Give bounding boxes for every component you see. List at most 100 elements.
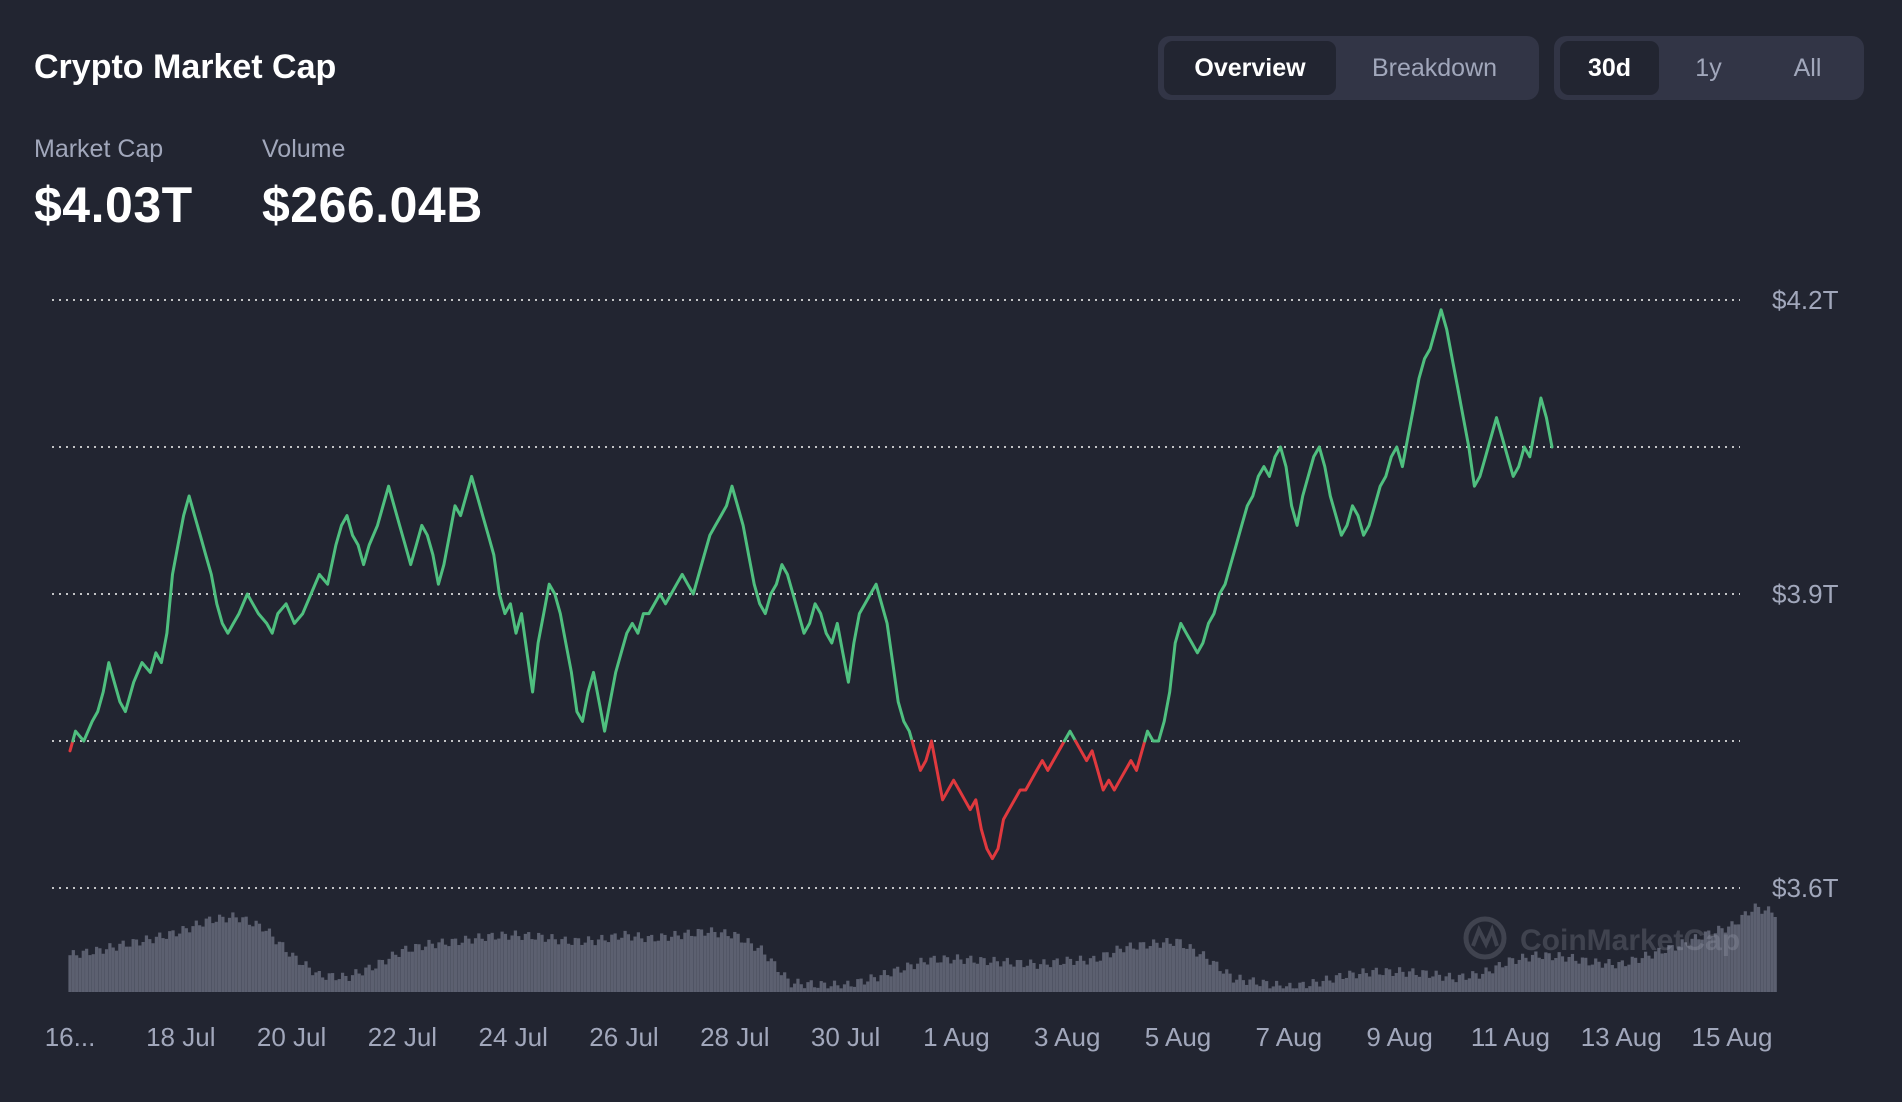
- volume-bar-44: [214, 921, 218, 992]
- volume-bar-420: [1464, 979, 1468, 992]
- volume-bar-129: [497, 938, 501, 992]
- volume-bar-401: [1401, 971, 1405, 992]
- volume-bar-194: [713, 932, 717, 992]
- volume-bar-276: [985, 965, 990, 992]
- volume-bar-406: [1417, 976, 1422, 992]
- volume-bar-33: [178, 933, 182, 992]
- volume-bar-138: [527, 932, 531, 992]
- volume-bar-302: [1072, 964, 1076, 992]
- volume-bars: [68, 903, 1777, 992]
- volume-bar-271: [969, 955, 973, 992]
- volume-bar-443: [1540, 959, 1545, 992]
- volume-bar-0: [68, 955, 72, 992]
- volume-bar-207: [756, 947, 760, 992]
- volume-bar-226: [819, 981, 823, 992]
- volume-bar-176: [653, 941, 657, 992]
- volume-bar-38: [194, 920, 198, 992]
- volume-bar-421: [1467, 978, 1472, 992]
- volume-bar-363: [1275, 980, 1279, 992]
- volume-bar-468: [1624, 966, 1628, 992]
- volume-bar-185: [683, 932, 687, 992]
- volume-bar-161: [603, 940, 607, 992]
- volume-bar-153: [576, 938, 581, 992]
- volume-bar-274: [979, 957, 983, 992]
- x-tick-label-0: 16...: [45, 1022, 96, 1052]
- volume-bar-72: [307, 967, 311, 992]
- volume-bar-494: [1710, 936, 1714, 992]
- view-toggle: Overview Breakdown: [1158, 36, 1539, 100]
- y-tick-label-1: $3.9T: [1772, 579, 1839, 609]
- volume-bar-487: [1687, 945, 1691, 992]
- volume-bar-382: [1338, 972, 1342, 992]
- range-all-button[interactable]: All: [1793, 53, 1822, 82]
- volume-bar-240: [866, 981, 870, 992]
- volume-bar-128: [493, 939, 498, 992]
- volume-bar-247: [889, 976, 893, 992]
- volume-bar-288: [1025, 965, 1029, 992]
- range-30d-button[interactable]: 30d: [1560, 41, 1659, 95]
- volume-bar-450: [1564, 961, 1568, 992]
- line-segment-down-0: [68, 739, 75, 753]
- volume-bar-284: [1012, 966, 1016, 992]
- range-1y-button[interactable]: 1y: [1695, 53, 1722, 82]
- volume-bar-142: [540, 934, 544, 992]
- volume-bar-26: [154, 936, 159, 992]
- volume-bar-13: [111, 947, 115, 992]
- volume-bar-195: [716, 937, 720, 992]
- volume-bar-249: [896, 966, 900, 992]
- x-tick-label-7: 30 Jul: [811, 1022, 880, 1052]
- volume-bar-400: [1398, 967, 1402, 992]
- volume-bar-414: [1444, 976, 1448, 992]
- volume-bar-169: [630, 940, 634, 992]
- volume-bar-442: [1537, 957, 1541, 992]
- volume-bar-275: [982, 958, 986, 992]
- volume-bar-419: [1461, 973, 1465, 992]
- volume-bar-362: [1271, 986, 1275, 992]
- volume-bar-266: [952, 959, 956, 992]
- volume-bar-381: [1334, 975, 1339, 992]
- volume-bar-304: [1078, 955, 1083, 992]
- volume-bar-402: [1404, 976, 1408, 992]
- tab-breakdown[interactable]: Breakdown: [1371, 53, 1498, 82]
- volume-bar-99: [397, 956, 401, 992]
- tab-overview[interactable]: Overview: [1164, 41, 1336, 95]
- volume-bar-36: [188, 932, 192, 992]
- volume-bar-91: [370, 970, 375, 992]
- volume-bar-122: [473, 938, 478, 992]
- volume-bar-76: [321, 977, 325, 992]
- volume-bar-369: [1294, 988, 1299, 992]
- volume-bar-490: [1697, 939, 1701, 992]
- volume-bar-48: [227, 917, 232, 992]
- volume-bar-379: [1328, 980, 1332, 992]
- volume-bar-98: [394, 954, 398, 992]
- volume-bar-108: [427, 939, 431, 992]
- volume-bar-106: [420, 950, 424, 992]
- volume-bar-55: [251, 926, 255, 992]
- volume-bar-41: [204, 918, 208, 992]
- volume-bar-474: [1643, 951, 1648, 992]
- volume-bar-326: [1152, 939, 1156, 992]
- volume-bar-283: [1009, 964, 1013, 992]
- volume-bar-287: [1022, 967, 1026, 992]
- volume-bar-152: [573, 937, 577, 992]
- volume-bar-73: [311, 975, 315, 992]
- volume-bar-31: [171, 930, 175, 992]
- volume-bar-95: [384, 964, 388, 992]
- x-tick-label-14: 13 Aug: [1581, 1022, 1662, 1052]
- volume-bar-371: [1301, 981, 1305, 992]
- volume-bar-18: [128, 946, 132, 992]
- volume-bar-268: [959, 959, 963, 992]
- volume-bar-193: [709, 927, 714, 992]
- volume-bar-278: [992, 956, 996, 992]
- volume-bar-162: [606, 942, 611, 992]
- volume-bar-480: [1663, 953, 1668, 992]
- volume-bar-349: [1228, 973, 1232, 992]
- volume-bar-80: [334, 980, 338, 992]
- volume-bar-178: [660, 933, 664, 992]
- volume-bar-56: [254, 920, 258, 992]
- volume-bar-147: [557, 944, 561, 992]
- volume-bar-19: [131, 939, 135, 992]
- y-tick-label-0: $3.6T: [1772, 873, 1839, 903]
- volume-bar-409: [1427, 977, 1432, 992]
